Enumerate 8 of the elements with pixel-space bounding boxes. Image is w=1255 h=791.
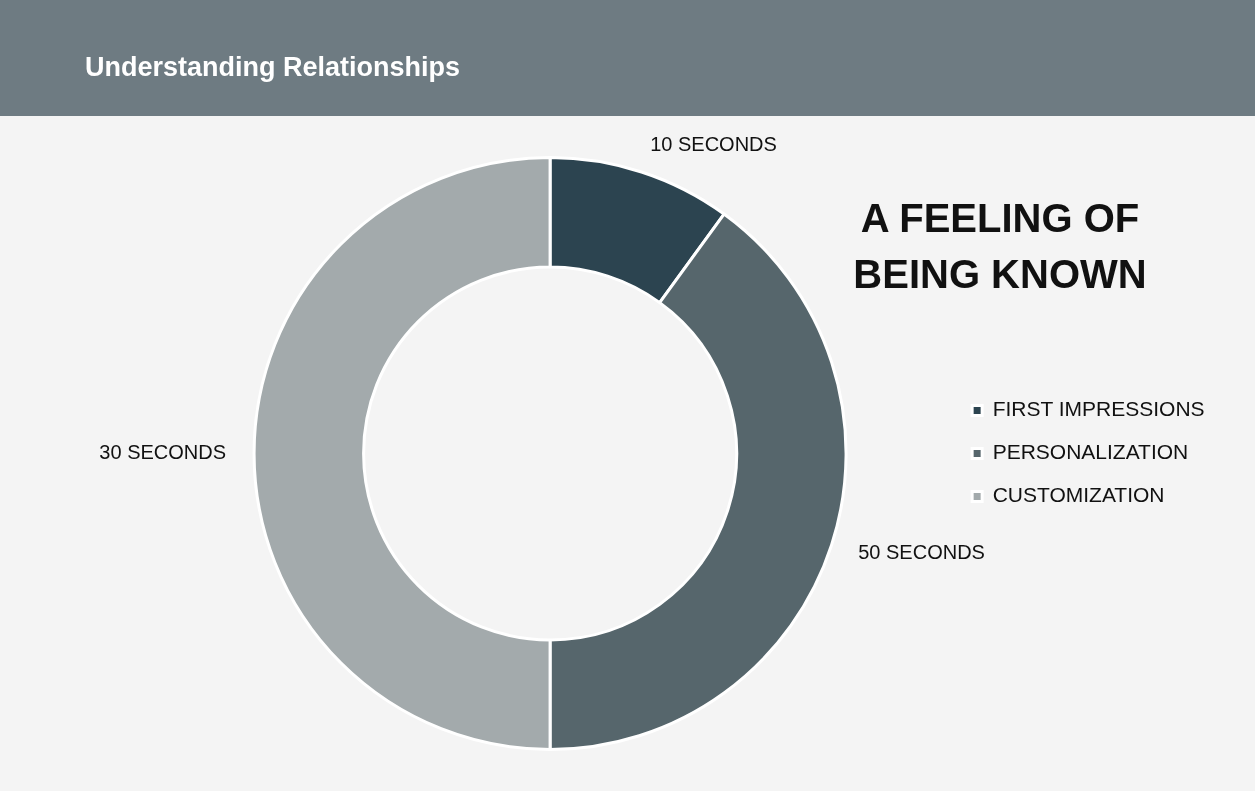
chart-title: Understanding Relationships <box>0 0 1255 116</box>
text: 50 SECONDS <box>858 541 985 564</box>
legend-label: CUSTOMIZATION <box>992 483 1165 507</box>
text: 10 SECONDS <box>650 132 777 155</box>
text: A FEELING OF BEING KNOWN <box>852 195 1148 298</box>
legend-label: PERSONALIZATION <box>992 440 1189 464</box>
legend-label: FIRST IMPRESSIONS <box>992 397 1205 421</box>
text: 30 SECONDS <box>99 441 227 464</box>
